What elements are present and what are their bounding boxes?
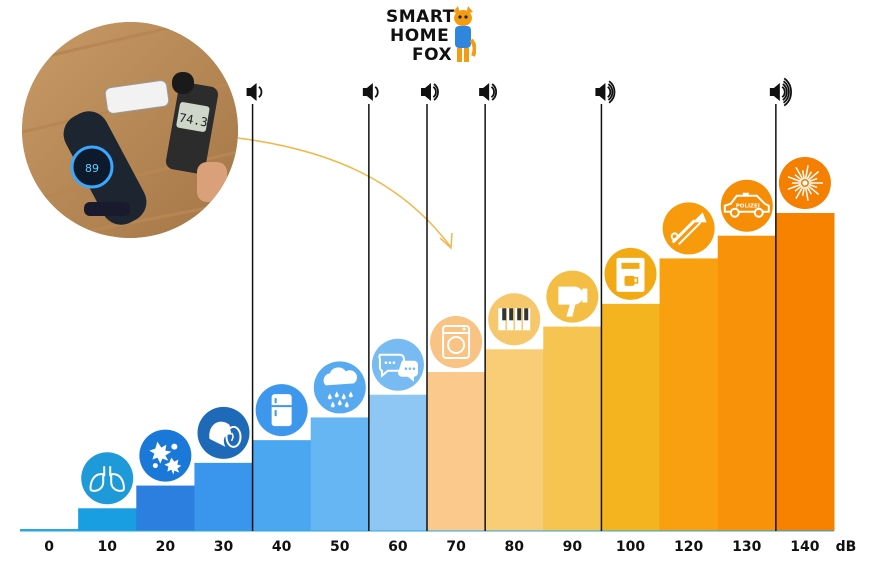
unit-label: dB [836, 539, 857, 555]
tick-label-20: 20 [156, 539, 176, 555]
brand-line-fox: FOX [412, 45, 453, 65]
tick-label-100: 100 [616, 539, 645, 555]
speaker-medium-icon [421, 83, 439, 101]
tick-label-60: 60 [388, 539, 408, 555]
annotation-arrow-head [439, 232, 453, 250]
bar-70 [427, 372, 486, 531]
piano-icon [488, 293, 541, 346]
tick-label-30: 30 [214, 539, 234, 555]
bar-10 [78, 508, 137, 531]
bar-40 [252, 440, 312, 531]
annotation-arrow [237, 137, 451, 247]
tick-label-120: 120 [674, 539, 703, 555]
speaker-max-icon [769, 77, 792, 107]
bar-90 [543, 326, 602, 531]
hair-dryer-icon [546, 270, 599, 323]
coffee-machine-icon [604, 247, 657, 300]
vacuum-photo: 89 74.3 [22, 22, 238, 238]
tick-label-140: 140 [790, 539, 819, 555]
refrigerator-icon [255, 384, 308, 437]
bar-60 [368, 394, 428, 531]
brand-line-home: HOME [390, 26, 450, 46]
fireworks-icon [778, 157, 831, 209]
trombone-icon [662, 202, 715, 255]
vacuum-display: 89 [85, 162, 99, 175]
tick-label-90: 90 [563, 539, 583, 555]
lungs-icon [81, 452, 134, 505]
police-car-text: POLIZEI [736, 204, 760, 210]
bar-140 [775, 213, 835, 531]
bar-130 [717, 235, 777, 531]
police-car-icon: POLIZEI [720, 179, 773, 232]
tick-label-0: 0 [44, 539, 54, 555]
tick-label-70: 70 [446, 539, 466, 555]
vacuum-and-sound-meter-photo-icon: 89 74.3 [22, 22, 238, 238]
brand-logo: SMART HOME FOX [372, 6, 492, 70]
speaker-low-icon [246, 83, 263, 101]
brand-line-smart: SMART [386, 7, 455, 27]
bar-80 [485, 349, 544, 531]
chat-icon [371, 338, 424, 391]
bar-100 [601, 303, 661, 531]
speaker-high-icon [595, 80, 616, 104]
rain-icon [313, 361, 366, 414]
tick-label-130: 130 [732, 539, 761, 555]
whisper-icon [197, 406, 250, 459]
tick-label-50: 50 [330, 539, 350, 555]
bar-120 [659, 258, 719, 531]
bar-0 [20, 529, 79, 531]
bar-50 [310, 417, 370, 531]
meter-display: 74.3 [178, 111, 209, 130]
tick-label-40: 40 [272, 539, 292, 555]
leaves-icon [139, 429, 192, 482]
fox-icon [453, 6, 476, 62]
tick-label-80: 80 [504, 539, 524, 555]
bar-20 [136, 485, 195, 531]
bar-30 [194, 462, 254, 531]
washing-machine-icon [430, 316, 483, 368]
speaker-medium-icon [479, 83, 498, 101]
tick-label-10: 10 [97, 539, 117, 555]
speaker-low-icon [362, 83, 379, 101]
